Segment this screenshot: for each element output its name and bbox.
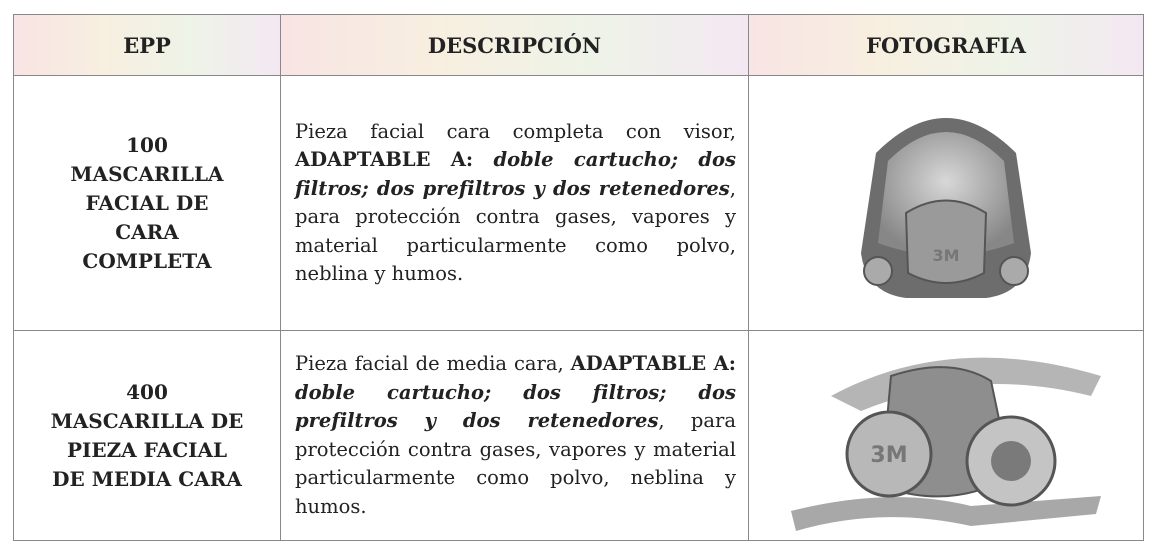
text-bold: ADAPTABLE A:	[295, 148, 494, 171]
photo-cell: 3M	[748, 75, 1144, 331]
half-face-mask-photo: 3M	[791, 357, 1101, 531]
epp-line: COMPLETA	[82, 248, 212, 273]
epp-line: MASCARILLA	[70, 161, 224, 186]
svg-text:3M: 3M	[932, 246, 959, 265]
header-cell: DESCRIPCIÓN	[280, 14, 749, 76]
epp-line: CARA	[115, 219, 179, 244]
description-cell: Pieza facial cara completa con visor, AD…	[280, 75, 749, 331]
row: 400 MASCARILLA DE PIEZA FACIAL DE MEDIA CAR…	[13, 330, 1144, 541]
row: 100 MASCARILLA FACIAL DE CARA COMPLETA Pieza…	[13, 75, 1144, 331]
text-bold-italic: doble cartucho; dos filtros; dos prefilt…	[295, 148, 737, 200]
text: Pieza facial de media cara,	[295, 352, 571, 375]
epp-line: 100	[126, 132, 168, 157]
epp-line: DE MEDIA CARA	[52, 466, 242, 491]
text: Pieza facial cara completa con visor,	[295, 119, 736, 143]
full-face-mask-photo: 3M	[861, 118, 1031, 298]
header-row: EPP DESCRIPCIÓN FOTOGRAFIA	[13, 14, 1144, 76]
description-cell: Pieza facial de media cara, ADAPTABLE A:…	[280, 330, 749, 541]
header-cell: EPP	[13, 14, 281, 76]
epp-line: PIEZA FACIAL	[66, 437, 228, 462]
epp-cell: 100 MASCARILLA FACIAL DE CARA COMPLETA	[13, 75, 281, 331]
text: , para protección contra gases, vapores …	[295, 176, 736, 286]
svg-text:3M: 3M	[870, 443, 907, 468]
epp-cell: 400 MASCARILLA DE PIEZA FACIAL DE MEDIA CAR…	[13, 330, 281, 541]
text: , para protección contra gases, vapores …	[295, 409, 736, 518]
photo-cell: 3M	[748, 330, 1144, 541]
text-bold-italic: doble cartucho; dos filtros; dos prefilt…	[295, 380, 736, 433]
text-bold: ADAPTABLE A:	[570, 352, 736, 375]
epp-line: MASCARILLA DE	[50, 408, 244, 433]
epp-line: FACIAL DE	[85, 190, 209, 215]
epp-line: 400	[126, 379, 168, 404]
header-cell: FOTOGRAFIA	[748, 14, 1144, 76]
epp-table: EPP DESCRIPCIÓN FOTOGRAFIA 100 MASCARILLA…	[13, 14, 1144, 541]
